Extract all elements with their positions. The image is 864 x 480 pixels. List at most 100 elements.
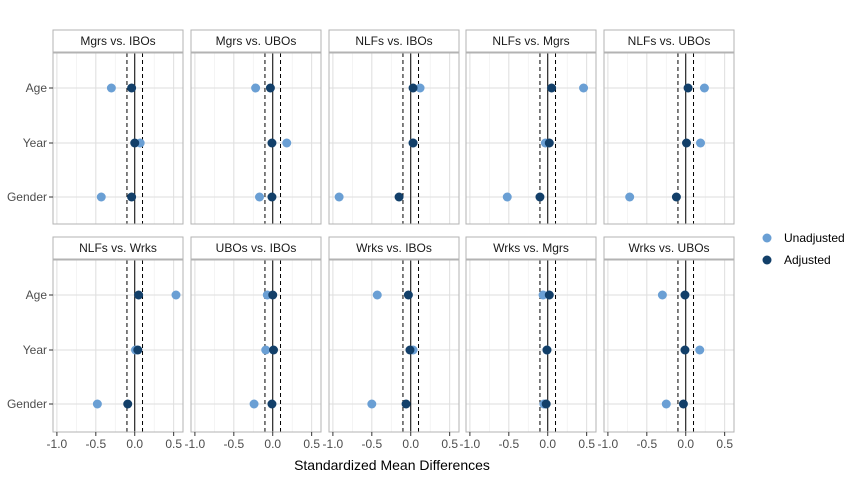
x-tick-label: 0.0 [677,437,694,451]
point-unadjusted-gender [625,192,635,202]
panel-strip [190,236,322,260]
point-adjusted-year [133,345,143,355]
y-tick-label: Year [23,343,47,357]
point-unadjusted-age [415,83,425,93]
panel-wrks-vs-ibos: Wrks vs. IBOs [328,236,460,433]
x-tick-label: -0.5 [85,437,106,451]
y-tick-label: Gender [7,397,47,411]
panel-strip [52,236,184,260]
y-tick-label: Age [26,288,48,302]
point-adjusted-gender [394,192,404,202]
point-unadjusted-year [695,345,705,355]
y-tick-label: Age [26,81,48,95]
point-adjusted-age [408,83,418,93]
panel-border [328,259,460,433]
y-tick-label: Gender [7,190,47,204]
panel-title: NLFs vs. Mgrs [492,34,569,48]
point-unadjusted-gender [367,399,377,409]
point-adjusted-year [544,138,554,148]
point-adjusted-gender [541,399,551,409]
x-tick-label: -1.0 [47,437,68,451]
x-tick-label: -0.5 [223,437,244,451]
panel-title: Wrks vs. Mgrs [493,241,569,255]
point-unadjusted-age [106,83,116,93]
point-adjusted-gender [267,399,277,409]
panel-title: NLFs vs. IBOs [355,34,432,48]
y-axes: Age Year Gender Age Year Gender [7,81,53,411]
panel-border [465,52,597,225]
point-unadjusted-gender [334,192,344,202]
panel-title: UBOs vs. IBOs [216,241,297,255]
point-adjusted-year [130,138,140,148]
x-tick-label: 0.0 [539,437,556,451]
legend: Unadjusted Adjusted [762,231,845,267]
point-adjusted-year [405,345,415,355]
point-adjusted-gender [671,192,681,202]
panel-nlfs-vs-ubos: NLFs vs. UBOs [603,29,735,225]
panel-border [603,259,735,433]
panel-border [52,52,184,225]
legend-label-unadjusted: Unadjusted [784,231,845,245]
panel-mgrs-vs-ubos: Mgrs vs. UBOs [190,29,322,225]
x-axis-title: Standardized Mean Differences [294,457,490,473]
x-tick-label: 0.5 [441,437,458,451]
panel-title: Mgrs vs. IBOs [80,34,155,48]
x-axes: -1.0 -0.5 0.0 0.5 -1.0 -0.5 0.0 0.5 -1.0 -0.5 0.0 0… [47,432,733,451]
panel-title: Mgrs vs. UBOs [216,34,297,48]
point-adjusted-year [542,345,552,355]
point-unadjusted-age [171,290,181,300]
point-unadjusted-gender [502,192,512,202]
panel-border [603,52,735,225]
point-adjusted-gender [267,192,277,202]
panel-title: NLFs vs. Wrks [79,241,157,255]
point-adjusted-gender [401,399,411,409]
x-tick-label: -1.0 [460,437,481,451]
panel-nlfs-vs-wrks: NLFs vs. Wrks [52,236,184,433]
panel-border [328,52,460,225]
panel-strip [52,29,184,53]
point-unadjusted-age [657,290,667,300]
legend-label-adjusted: Adjusted [784,253,831,267]
x-tick-label: 0.0 [264,437,281,451]
point-unadjusted-age [538,290,548,300]
point-unadjusted-gender [661,399,671,409]
panel-border [52,259,184,433]
panel-title: Wrks vs. IBOs [356,241,432,255]
panel-mgrs-vs-ibos: Mgrs vs. IBOs [52,29,184,225]
x-tick-label: 0.5 [165,437,182,451]
panel-nlfs-vs-mgrs: NLFs vs. Mgrs [465,29,597,225]
point-unadjusted-gender [249,399,259,409]
point-adjusted-age [268,290,278,300]
point-adjusted-gender [535,192,545,202]
point-unadjusted-gender [255,192,265,202]
legend-key-unadjusted [762,233,772,243]
panel-strip [465,29,597,53]
point-adjusted-gender [127,192,137,202]
point-unadjusted-year [261,345,271,355]
point-adjusted-age [265,83,275,93]
point-unadjusted-age [251,83,261,93]
point-unadjusted-year [696,138,706,148]
point-adjusted-year [680,345,690,355]
point-adjusted-gender [678,399,688,409]
point-adjusted-year [682,138,692,148]
panel-strip [603,29,735,53]
panel-nlfs-vs-ibos: NLFs vs. IBOs [328,29,460,225]
point-adjusted-year [408,138,418,148]
panel-strip [190,29,322,53]
x-tick-label: -1.0 [323,437,344,451]
point-adjusted-year [267,138,277,148]
point-adjusted-gender [123,399,133,409]
panel-wrks-vs-ubos: Wrks vs. UBOs [603,236,735,433]
panel-strip [603,236,735,260]
x-tick-label: 0.5 [716,437,733,451]
y-tick-label: Year [23,136,47,150]
x-tick-label: -0.5 [498,437,519,451]
point-adjusted-age [547,83,557,93]
panel-ubos-vs-ibos: UBOs vs. IBOs [190,236,322,433]
point-unadjusted-age [699,83,709,93]
x-tick-label: 0.5 [578,437,595,451]
x-tick-label: -0.5 [636,437,657,451]
legend-key-adjusted [762,255,772,265]
